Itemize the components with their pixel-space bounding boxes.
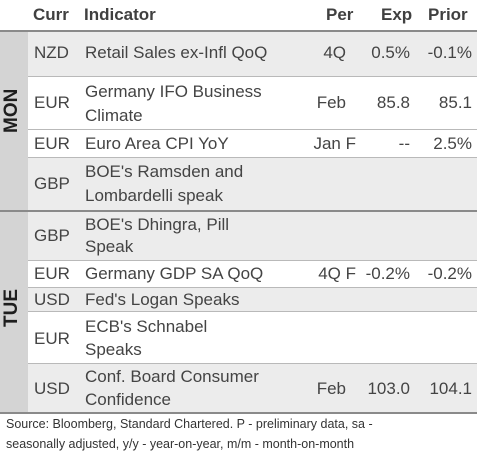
cell-exp: 85.8 <box>376 93 410 112</box>
cell-prior: 104.1 <box>429 379 472 398</box>
cell-indicator-line2: Speak <box>85 237 134 256</box>
cell-curr: USD <box>34 379 70 398</box>
cell-per: Feb <box>316 93 346 112</box>
cell-per: 4Q F <box>318 264 356 283</box>
cell-curr: EUR <box>34 93 70 112</box>
cell-prior: -0.1% <box>427 43 472 62</box>
cell-prior: 2.5% <box>433 134 472 153</box>
cell-indicator: Retail Sales ex-Infl QoQ <box>85 43 268 62</box>
col-per: Per <box>326 5 354 24</box>
cell-indicator: BOE's Dhingra, Pill <box>85 215 230 234</box>
cell-indicator: Germany GDP SA QoQ <box>85 264 264 283</box>
cell-curr: GBP <box>34 174 70 193</box>
col-indicator: Indicator <box>84 5 156 24</box>
cell-indicator-line2: Confidence <box>85 390 172 409</box>
cell-indicator-line2: Lombardelli speak <box>85 186 223 205</box>
cell-prior: -0.2% <box>427 264 472 283</box>
cell-indicator-line2: Climate <box>85 106 143 125</box>
cell-curr: EUR <box>34 264 70 283</box>
cell-per: Feb <box>316 379 346 398</box>
footnote-line: seasonally adjusted, y/y - year-on-year,… <box>6 437 355 451</box>
cell-curr: GBP <box>34 226 70 245</box>
cell-indicator: Euro Area CPI YoY <box>85 134 229 153</box>
row-bg <box>28 287 477 311</box>
day-block-tue <box>0 212 28 412</box>
row-bg <box>28 30 477 76</box>
cell-indicator-line2: Speaks <box>85 340 142 359</box>
footnote-line: Source: Bloomberg, Standard Chartered. P… <box>6 417 373 431</box>
cell-curr: EUR <box>34 134 70 153</box>
cell-exp: 0.5% <box>371 43 410 62</box>
cell-prior: 85.1 <box>438 93 472 112</box>
cell-per: 4Q <box>323 43 346 62</box>
col-curr: Curr <box>33 5 69 24</box>
row-bg <box>28 212 477 260</box>
cell-exp: -- <box>398 134 410 153</box>
cell-curr: EUR <box>34 329 70 348</box>
cell-curr: NZD <box>34 43 69 62</box>
cell-exp: 103.0 <box>367 379 410 398</box>
cell-indicator: Conf. Board Consumer <box>85 367 259 386</box>
day-label-tue: TUE <box>1 289 22 327</box>
footnote: Source: Bloomberg, Standard Chartered. P… <box>6 414 476 454</box>
cell-per: Jan F <box>313 134 356 153</box>
cell-indicator: BOE's Ramsden and <box>85 162 244 181</box>
col-exp: Exp <box>381 5 413 24</box>
cell-indicator: Fed's Logan Speaks <box>85 290 240 309</box>
cell-indicator: Germany IFO Business <box>85 82 262 101</box>
row-bg <box>28 157 477 210</box>
row-bg <box>28 363 477 412</box>
cell-curr: USD <box>34 290 70 309</box>
cell-indicator: ECB's Schnabel <box>85 317 208 336</box>
col-prior: Prior <box>428 5 468 24</box>
cell-exp: -0.2% <box>365 264 410 283</box>
day-block-mon <box>0 30 28 210</box>
table-header: Curr Indicator Per Exp Prior <box>0 0 477 30</box>
day-label-mon: MON <box>1 88 22 133</box>
